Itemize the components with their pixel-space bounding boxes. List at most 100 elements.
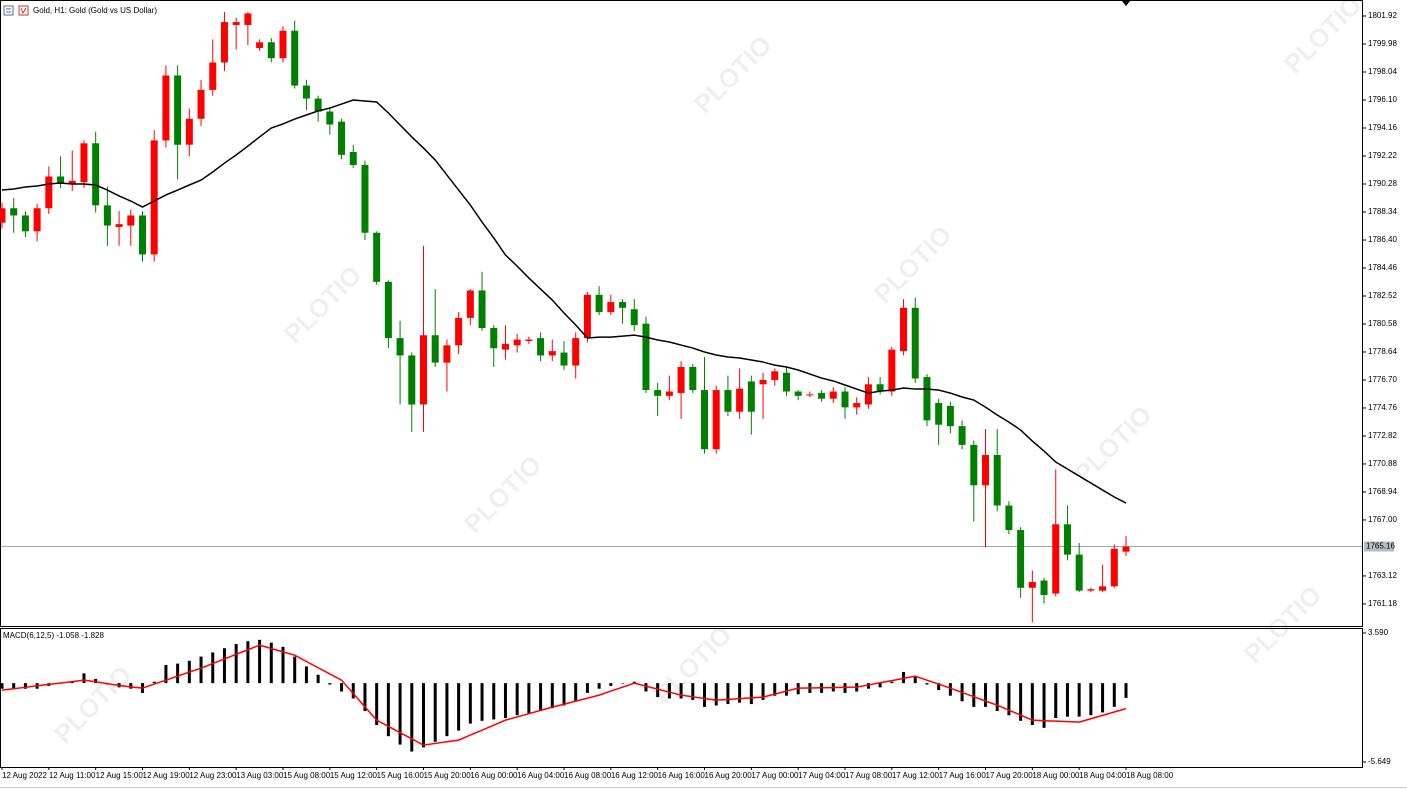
candle-body (326, 111, 334, 125)
y-tick-label: 1768.94 (1368, 487, 1397, 496)
candle-body (10, 208, 18, 216)
histogram-bar (199, 656, 203, 684)
macd-title: MACD(6,12,5) -1.058 -1.828 (3, 631, 104, 640)
histogram-bar (422, 683, 425, 748)
histogram-bar (480, 683, 484, 721)
candle-body (185, 118, 193, 145)
candle-body (139, 215, 146, 255)
candle-body (794, 391, 802, 396)
histogram-bar (913, 676, 917, 684)
candle-body (174, 75, 182, 145)
candle-body (244, 13, 252, 25)
x-tick-label: 18 Aug 08:00 (1126, 771, 1174, 780)
candle-body (396, 338, 404, 356)
icon (18, 5, 29, 16)
candle-body (900, 307, 908, 352)
x-tick-label: 17 Aug 20:00 (986, 771, 1034, 780)
y-tick-label: 1780.58 (1368, 319, 1397, 328)
histogram-bar (1042, 683, 1046, 728)
candle-body (607, 302, 615, 313)
candle-body (0, 208, 6, 223)
histogram-bar (644, 683, 648, 692)
x-tick-label: 16 Aug 04:00 (517, 771, 565, 780)
y-tick-label: 1796.10 (1368, 95, 1397, 104)
x-tick-label: 16 Aug 16:00 (658, 771, 706, 780)
candle-body (291, 30, 299, 86)
candle-body (314, 98, 322, 112)
histogram-bar (784, 683, 788, 696)
histogram-bar (304, 666, 308, 684)
histogram-bar (1077, 683, 1081, 717)
candle-body (689, 366, 697, 391)
candle-body (33, 208, 41, 232)
candle-body (946, 405, 954, 427)
moving-average-line (1, 99, 1127, 504)
candle-body (466, 290, 474, 318)
candle-body (267, 42, 275, 59)
histogram-bar (527, 683, 531, 714)
histogram-bar (234, 644, 238, 684)
histogram-bar (129, 683, 133, 689)
histogram-bar (258, 639, 262, 684)
histogram-bar (492, 683, 496, 720)
candle-body (537, 338, 545, 356)
y-tick-label: 1790.28 (1368, 179, 1397, 188)
candle-body (888, 349, 896, 392)
candle-body (232, 22, 240, 25)
y-tick-label: 1794.16 (1368, 123, 1397, 132)
candle-body (478, 290, 486, 329)
x-tick-label: 17 Aug 16:00 (939, 771, 987, 780)
candle-body (876, 384, 884, 392)
histogram-bar (1124, 683, 1128, 698)
candle-body (1040, 580, 1048, 595)
y-tick-label: 1767.00 (1368, 515, 1397, 524)
candle-body (373, 232, 381, 282)
candle-body (923, 377, 931, 421)
histogram-bar (269, 642, 273, 684)
histogram-bar (410, 683, 414, 752)
histogram-bar (23, 683, 27, 689)
candle-body (806, 394, 814, 396)
candle-body (1075, 554, 1083, 591)
x-tick-label: 15 Aug 12:00 (330, 771, 378, 780)
candle-body (864, 384, 872, 405)
y-tick-label: 1763.12 (1368, 571, 1397, 580)
y-tick-label: 1798.04 (1368, 67, 1397, 76)
candle-body (1110, 548, 1118, 587)
x-tick-label: 16 Aug 20:00 (705, 771, 753, 780)
macd-pane-frame (0, 628, 1363, 768)
candle-body (572, 338, 580, 366)
last-price-label: 1765.16 (1366, 542, 1395, 551)
candle-body (384, 281, 392, 339)
shift-marker (1122, 1, 1130, 6)
histogram-bar (1019, 683, 1023, 721)
candle-body (970, 444, 978, 486)
candle-body (220, 22, 228, 63)
candle-body (677, 366, 685, 393)
candle-body (911, 307, 919, 379)
candle-body (420, 335, 427, 405)
histogram-bar (984, 683, 987, 707)
candle-body (993, 455, 1001, 506)
histogram-bar (164, 664, 168, 684)
candle-body (560, 352, 568, 366)
histogram-bar (12, 683, 16, 689)
histogram-bar (550, 683, 554, 709)
candle-body (103, 205, 111, 226)
candles (0, 11, 1130, 623)
candle-body (818, 392, 826, 399)
x-tick-label: 18 Aug 00:00 (1032, 771, 1080, 780)
x-tick-label: 15 Aug 20:00 (424, 771, 472, 780)
histogram-bar (398, 683, 402, 745)
y-tick-label: 1784.46 (1368, 263, 1397, 272)
candle-body (759, 379, 767, 385)
y-tick-label: 1792.22 (1368, 151, 1397, 160)
histogram-bar (0, 683, 4, 689)
candle-body (829, 391, 837, 399)
candle-body (841, 391, 849, 408)
candle-body (630, 309, 638, 326)
candle-body (619, 302, 627, 308)
candle-body (490, 328, 498, 349)
x-tick-label: 12 Aug 23:00 (189, 771, 237, 780)
candle-body (513, 339, 521, 346)
